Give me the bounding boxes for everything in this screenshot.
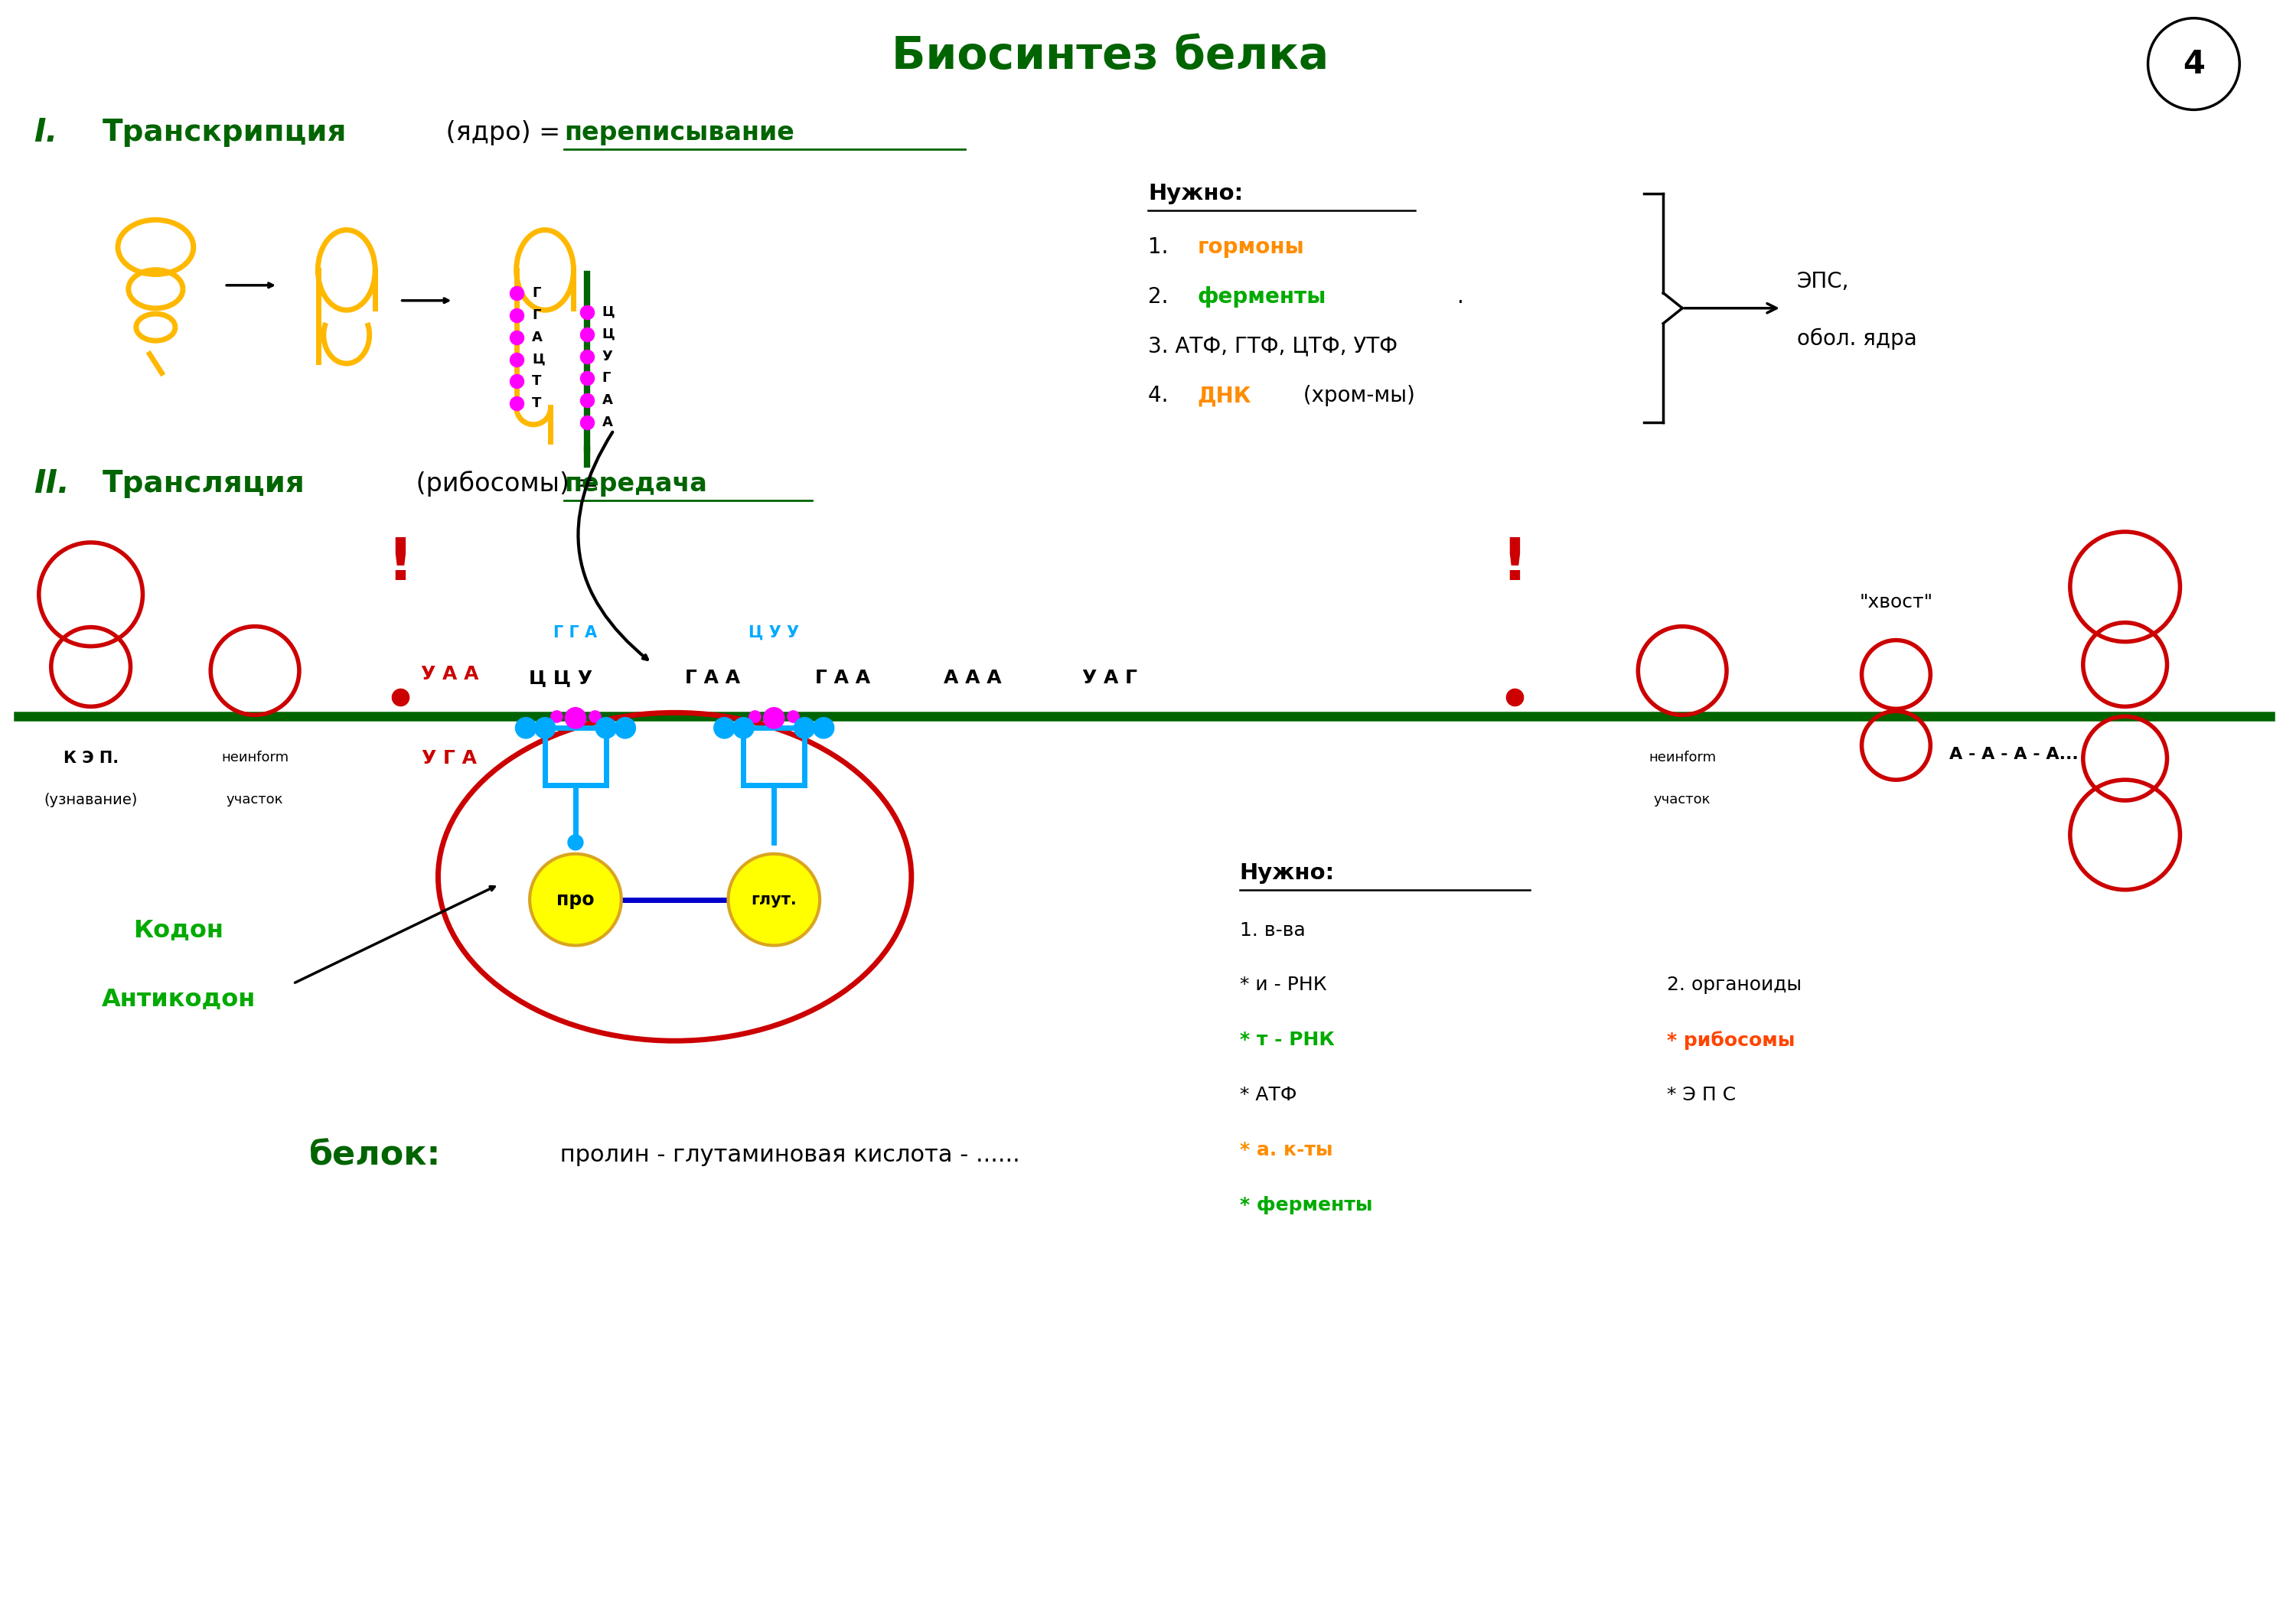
Text: 3. АТФ, ГТФ, ЦТФ, УТФ: 3. АТФ, ГТФ, ЦТФ, УТФ	[1148, 336, 1398, 357]
Text: "хвост": "хвост"	[1860, 592, 1933, 612]
Circle shape	[615, 717, 636, 738]
Text: (ядро) =: (ядро) =	[439, 120, 569, 146]
Circle shape	[714, 717, 735, 738]
Circle shape	[813, 717, 833, 738]
Text: Т: Т	[533, 375, 542, 388]
Text: * и - РНК: * и - РНК	[1240, 975, 1327, 995]
Text: Г: Г	[533, 308, 540, 321]
Circle shape	[728, 854, 820, 946]
Text: У А А: У А А	[420, 665, 478, 683]
Text: Г Г А: Г Г А	[553, 625, 597, 639]
Text: .: .	[1458, 286, 1465, 307]
Circle shape	[517, 717, 535, 738]
Text: (рибосомы) =: (рибосомы) =	[409, 471, 606, 497]
Text: * рибосомы: * рибосомы	[1667, 1031, 1795, 1050]
Text: Ц Ц У: Ц Ц У	[528, 669, 592, 688]
Text: 1.: 1.	[1148, 237, 1176, 258]
Text: Ц: Ц	[602, 328, 615, 341]
Text: неинform: неинform	[1649, 751, 1715, 764]
Text: У Г А: У Г А	[422, 750, 478, 768]
Text: Г А А: Г А А	[684, 669, 742, 688]
Text: пролин - глутаминовая кислота - ......: пролин - глутаминовая кислота - ......	[553, 1144, 1019, 1167]
Text: А - А - А - А...: А - А - А - А...	[1949, 747, 2078, 763]
Text: Транскрипция: Транскрипция	[103, 118, 347, 148]
Circle shape	[794, 717, 815, 738]
Text: 2.: 2.	[1148, 286, 1176, 307]
Text: К Э П.: К Э П.	[64, 751, 119, 766]
Text: ДНК: ДНК	[1199, 385, 1251, 407]
Text: неинform: неинform	[220, 751, 289, 764]
Text: Трансляция: Трансляция	[103, 469, 305, 498]
Text: про: про	[556, 891, 595, 909]
Text: обол. ядра: обол. ядра	[1798, 328, 1917, 349]
Text: У А Г: У А Г	[1081, 669, 1137, 688]
Text: Г А А: Г А А	[815, 669, 870, 688]
Text: Нужно:: Нужно:	[1148, 183, 1242, 204]
Text: переписывание: переписывание	[565, 120, 794, 146]
Circle shape	[765, 708, 783, 729]
Text: ферменты: ферменты	[1199, 286, 1327, 307]
Text: !: !	[1502, 536, 1527, 592]
Text: участок: участок	[1653, 792, 1711, 807]
Text: Т: Т	[533, 396, 542, 411]
Text: * ферменты: * ферменты	[1240, 1196, 1373, 1214]
Text: А: А	[533, 331, 542, 344]
Text: Ц: Ц	[533, 352, 544, 367]
Text: А: А	[602, 394, 613, 407]
Text: (хром-мы): (хром-мы)	[1297, 385, 1414, 407]
Text: белок:: белок:	[308, 1139, 441, 1172]
Circle shape	[565, 708, 585, 729]
Text: глут.: глут.	[751, 893, 797, 907]
Text: (узнавание): (узнавание)	[44, 792, 138, 807]
Text: Кодон: Кодон	[133, 919, 223, 941]
Text: Г: Г	[533, 286, 540, 300]
Text: Антикодон: Антикодон	[101, 987, 255, 1011]
Text: * т - РНК: * т - РНК	[1240, 1031, 1334, 1048]
Text: А А А: А А А	[944, 669, 1001, 688]
Text: 2. органоиды: 2. органоиды	[1667, 975, 1802, 995]
Circle shape	[530, 854, 622, 946]
Text: Ц: Ц	[602, 305, 615, 318]
Text: I.: I.	[34, 117, 57, 149]
Circle shape	[535, 717, 556, 738]
Circle shape	[732, 717, 753, 738]
Text: гормоны: гормоны	[1199, 237, 1304, 258]
Text: А: А	[602, 415, 613, 430]
Text: Нужно:: Нужно:	[1240, 862, 1334, 883]
Text: 1. в-ва: 1. в-ва	[1240, 920, 1304, 940]
Text: Г: Г	[602, 372, 611, 385]
Text: Биосинтез белка: Биосинтез белка	[891, 34, 1329, 78]
Text: 4.: 4.	[1148, 385, 1176, 407]
Text: 4: 4	[2183, 47, 2204, 80]
Text: Ц У У: Ц У У	[748, 625, 799, 639]
Text: * АТФ: * АТФ	[1240, 1086, 1297, 1104]
Circle shape	[597, 717, 615, 738]
Text: !: !	[386, 536, 413, 592]
Text: участок: участок	[227, 792, 282, 807]
Text: У: У	[602, 349, 613, 364]
Text: передача: передача	[565, 471, 707, 497]
Text: * Э П С: * Э П С	[1667, 1086, 1736, 1104]
Text: ЭПС,: ЭПС,	[1798, 271, 1848, 292]
Text: II.: II.	[34, 467, 69, 500]
Text: * а. к-ты: * а. к-ты	[1240, 1141, 1332, 1159]
Circle shape	[567, 834, 583, 850]
